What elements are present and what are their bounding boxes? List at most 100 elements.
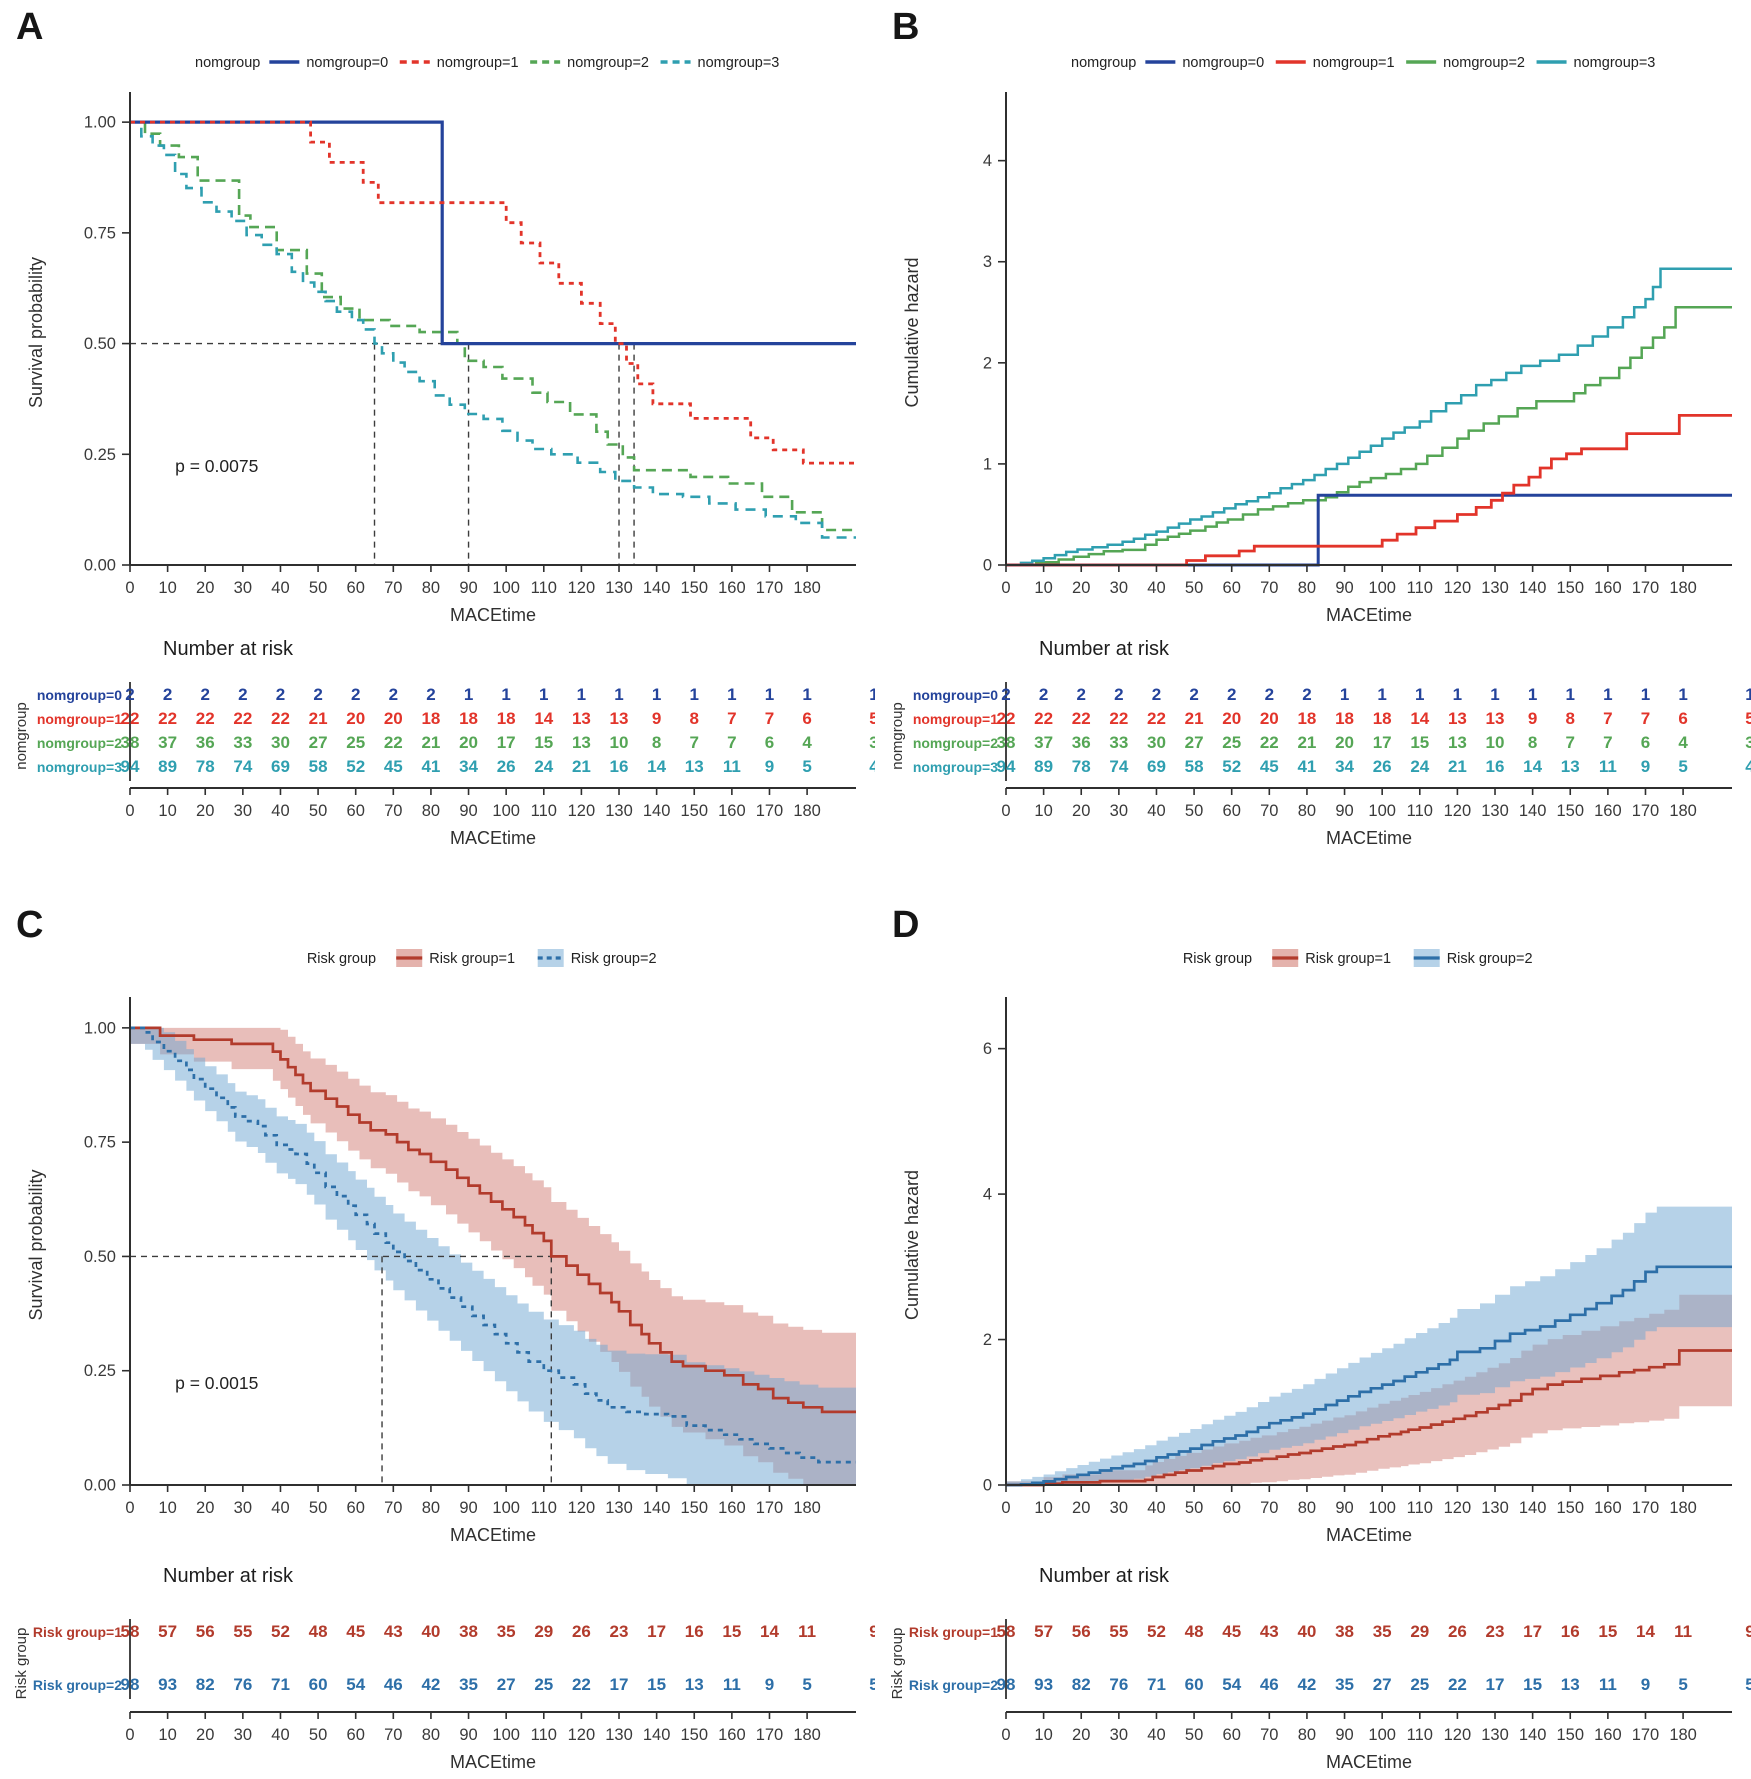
risk-count: 58 (121, 1622, 140, 1641)
risk-table-group-axis-label: Risk group (889, 1628, 906, 1700)
legend-entry-label: Risk group=1 (429, 951, 515, 967)
risk-count: 13 (572, 733, 591, 752)
risk-count: 18 (497, 709, 516, 728)
risk-count: 52 (271, 1622, 290, 1641)
x-tick-label: 20 (196, 1499, 214, 1517)
risk-count: 7 (690, 733, 699, 752)
x-tick-label: 120 (568, 1499, 596, 1517)
risk-count: 21 (1185, 709, 1204, 728)
risk-count: 16 (610, 757, 629, 776)
risk-count: 76 (1109, 1675, 1128, 1694)
risk-count: 21 (1448, 757, 1467, 776)
risk-count: 1 (1377, 685, 1386, 704)
x-tick-label: 170 (1632, 1499, 1660, 1517)
panel-d-cumhazard-by-riskgroup: D 0 2 4 6 0 10 20 30 40 50 60 70 80 90 100 110 120 130 140… (876, 890, 1751, 1779)
risk-x-tick-label: 40 (271, 1726, 289, 1744)
panel-b-cumhazard-by-nomgroup: B 0 1 2 3 4 0 10 20 30 40 50 60 70 80 90 100 110 120 130 14… (876, 0, 1751, 890)
risk-row-label: nomgroup=0 (913, 687, 998, 703)
risk-count: 18 (1373, 709, 1392, 728)
y-tick-label: 2 (983, 1331, 992, 1349)
risk-count: 11 (1599, 1675, 1617, 1694)
risk-count: 2 (1114, 685, 1123, 704)
x-tick-label: 10 (1034, 579, 1052, 597)
risk-count: 30 (271, 733, 290, 752)
risk-count: 1 (1566, 685, 1575, 704)
x-tick-label: 110 (1407, 579, 1433, 597)
risk-x-tick-label: 180 (1669, 802, 1697, 820)
risk-count: 1 (1603, 685, 1612, 704)
x-tick-label: 30 (234, 1499, 252, 1517)
x-tick-label: 40 (1147, 1499, 1165, 1517)
risk-count: 45 (384, 757, 403, 776)
legend-entry-label: nomgroup=2 (1443, 55, 1525, 71)
y-tick-label: 6 (983, 1040, 992, 1058)
risk-count: 71 (1147, 1675, 1166, 1694)
risk-table-group-axis-label: nomgroup (13, 702, 30, 770)
risk-table-group-axis-label: nomgroup (889, 702, 906, 770)
legend-entry-label: nomgroup=0 (1182, 55, 1264, 71)
risk-count: 45 (1260, 757, 1279, 776)
series-line-nomgroup-2 (130, 120, 856, 532)
series-line-nomgroup-3 (130, 120, 856, 539)
x-tick-label: 160 (1594, 1499, 1622, 1517)
legend-entry-label: nomgroup=3 (1574, 55, 1656, 71)
risk-x-tick-label: 170 (756, 1726, 784, 1744)
risk-x-tick-label: 150 (680, 802, 708, 820)
y-tick-label: 0.75 (84, 224, 116, 242)
risk-x-tick-label: 140 (1519, 1726, 1547, 1744)
risk-count: 6 (765, 733, 774, 752)
risk-count: 34 (459, 757, 478, 776)
risk-count: 7 (1566, 733, 1575, 752)
x-tick-label: 60 (347, 579, 365, 597)
risk-count: 35 (1373, 1622, 1392, 1641)
risk-x-tick-label: 40 (271, 802, 289, 820)
risk-count: 22 (121, 709, 140, 728)
risk-x-tick-label: 20 (196, 1726, 214, 1744)
y-tick-label: 4 (983, 152, 992, 170)
risk-count: 36 (196, 733, 215, 752)
x-tick-label: 130 (605, 1499, 633, 1517)
risk-count: 20 (1260, 709, 1279, 728)
risk-x-tick-label: 170 (1632, 1726, 1660, 1744)
risk-count: 2 (1189, 685, 1198, 704)
x-tick-label: 50 (309, 1499, 327, 1517)
risk-count: 17 (497, 733, 516, 752)
series-line-risk-group-1 (130, 1026, 856, 1414)
risk-x-tick-label: 120 (568, 1726, 596, 1744)
risk-count: 54 (1222, 1675, 1241, 1694)
y-tick-label: 0 (983, 557, 992, 575)
x-tick-label: 140 (1519, 579, 1547, 597)
x-tick-label: 100 (1368, 1499, 1396, 1517)
risk-count: 14 (1410, 709, 1429, 728)
risk-count: 25 (534, 1675, 553, 1694)
risk-count: 4 (1678, 733, 1688, 752)
x-tick-label: 120 (1444, 579, 1472, 597)
legend-title: nomgroup (195, 55, 260, 71)
risk-count: 76 (233, 1675, 252, 1694)
series-line-nomgroup-2 (1006, 305, 1732, 567)
x-tick-label: 50 (1185, 1499, 1203, 1517)
risk-x-tick-label: 120 (568, 802, 596, 820)
risk-count: 16 (1486, 757, 1505, 776)
risk-count: 2 (1227, 685, 1236, 704)
risk-count: 1 (1678, 685, 1687, 704)
risk-count: 1 (1528, 685, 1537, 704)
risk-count: 94 (997, 757, 1016, 776)
risk-count: 17 (610, 1675, 629, 1694)
risk-row-label: Risk group=1 (33, 1624, 122, 1640)
risk-x-tick-label: 10 (1034, 1726, 1052, 1744)
risk-count: 1 (614, 685, 623, 704)
risk-count: 14 (534, 709, 553, 728)
risk-count: 1 (652, 685, 661, 704)
x-tick-label: 0 (125, 1499, 134, 1517)
risk-count: 7 (1603, 709, 1612, 728)
risk-x-tick-label: 10 (158, 1726, 176, 1744)
risk-x-tick-label: 0 (1001, 1726, 1010, 1744)
series-line-nomgroup-1 (130, 120, 856, 465)
risk-x-tick-label: 80 (422, 1726, 440, 1744)
risk-count: 71 (271, 1675, 290, 1694)
risk-count: 9 (1641, 757, 1650, 776)
x-tick-label: 130 (1481, 579, 1509, 597)
